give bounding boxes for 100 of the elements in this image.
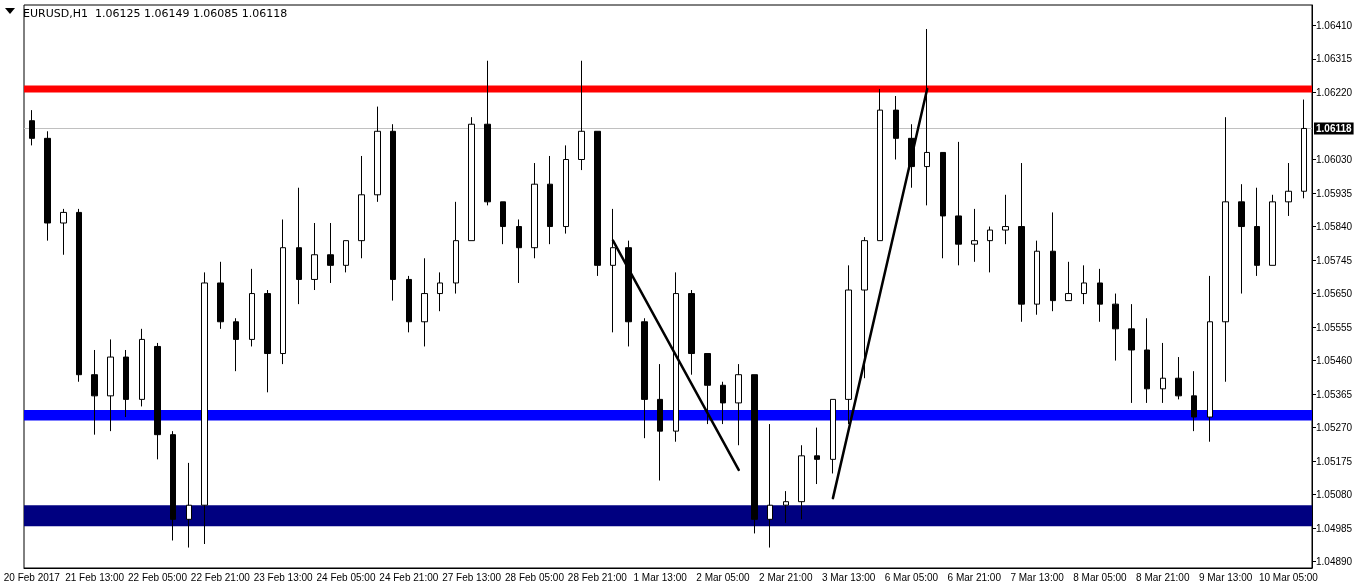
candlestick [91,349,98,436]
candlestick [296,187,302,305]
candlestick [704,353,711,425]
y-tick-label: 1.06220 [1316,86,1353,98]
candlestick [453,201,459,295]
candlestick [123,349,129,418]
y-tick-label: 1.05745 [1316,254,1353,266]
candlestick [563,144,569,235]
y-tick-label: 1.05555 [1316,321,1353,333]
x-tick-label: 2 Mar 05:00 [696,571,751,583]
candlestick [657,363,663,482]
x-tick-label: 7 Mar 13:00 [1010,571,1065,583]
candlestick [845,264,852,425]
candlestick [547,155,553,245]
x-tick-label: 28 Feb 05:00 [505,571,565,583]
candlestick [311,222,318,291]
candlestick [688,289,695,376]
x-tick-label: 27 Feb 13:00 [442,571,502,583]
y-tick-label: 1.06030 [1316,154,1353,166]
y-tick-label: 1.05840 [1316,221,1353,233]
candlestick [1018,162,1025,323]
x-tick-label: 20 Feb 2017 [3,571,61,583]
candlestick [641,317,648,439]
y-tick-label: 1.05365 [1316,388,1353,400]
candlestick [139,328,145,407]
candlestick [1112,293,1119,362]
candlestick [468,116,475,242]
candlestick [798,444,805,520]
candlestick [814,427,820,485]
ref-line-label: 1.06118 [1316,122,1353,134]
candlestick [955,141,962,266]
candlestick [861,236,868,379]
candlestick [1207,275,1213,443]
x-tick-label: 23 Feb 13:00 [253,571,314,583]
candlestick [154,342,161,460]
candlestick [76,208,82,383]
x-tick-label: 6 Mar 05:00 [884,571,939,583]
candlestick [358,155,365,259]
x-tick-label: 1 Mar 13:00 [633,571,688,583]
y-tick-label: 1.05080 [1316,489,1353,501]
candlestick [783,490,789,524]
candlestick [1144,317,1150,404]
candlestick [500,201,506,245]
candlestick [1175,356,1182,400]
candlestick [940,151,946,259]
candlestick [893,95,899,161]
x-tick-label: 22 Feb 05:00 [128,571,188,583]
candlestick [107,338,114,432]
x-tick-label: 21 Feb 13:00 [65,571,125,583]
candlestick [578,60,585,171]
candlestick [1097,268,1103,323]
x-tick-label: 24 Feb 05:00 [316,571,376,583]
candlestick [516,218,522,284]
x-tick-label: 24 Feb 21:00 [379,571,439,583]
y-tick-label: 1.05935 [1316,187,1353,199]
candlestick [767,423,773,549]
candlestick [280,218,286,365]
candlestick [594,130,601,277]
y-tick-label: 1.04890 [1316,556,1353,568]
candlestick [249,268,255,347]
candlestick [406,275,412,333]
y-tick-label: 1.05270 [1316,422,1353,434]
x-tick-label: 6 Mar 21:00 [947,571,1002,583]
candlestick [751,374,758,534]
candlestick [1269,194,1276,266]
candlestick [201,271,208,545]
y-tick-label: 1.04985 [1316,522,1353,534]
candlestick [971,208,978,263]
candlestick [437,271,443,312]
candlestick [264,289,271,393]
candlestick [1002,194,1009,245]
candlestick [720,381,726,425]
candlestick [1128,303,1135,404]
x-tick-label: 8 Mar 21:00 [1136,571,1190,583]
candlestick [484,60,491,206]
candlestick [1191,370,1197,432]
candlestick [877,88,883,242]
chart-title: EURUSD,H1 1.06125 1.06149 1.06085 1.06118 [23,7,288,20]
x-tick-label: 3 Mar 13:00 [821,571,876,583]
candlestick [735,363,742,446]
y-tick-label: 1.06410 [1316,19,1353,31]
candlestick [1065,261,1072,302]
candlestick [1222,116,1229,383]
candlestick [44,130,51,242]
candlestick [186,462,192,549]
candlestick [233,317,239,372]
candlestick [1034,240,1040,316]
y-tick-label: 1.06315 [1316,53,1353,65]
candlestick [60,208,67,256]
x-tick-label: 8 Mar 05:00 [1073,571,1128,583]
candlestick [29,109,35,146]
candlestick [531,162,538,259]
x-tick-label: 28 Feb 21:00 [567,571,628,583]
candlestick [1081,264,1087,305]
y-tick-label: 1.05650 [1316,288,1353,300]
candlestick [217,261,224,330]
candlestick [170,430,176,541]
x-tick-label: 2 Mar 21:00 [759,571,813,583]
x-tick-label: 10 Mar 05:00 [1258,571,1319,583]
x-tick-label: 9 Mar 13:00 [1198,571,1253,583]
